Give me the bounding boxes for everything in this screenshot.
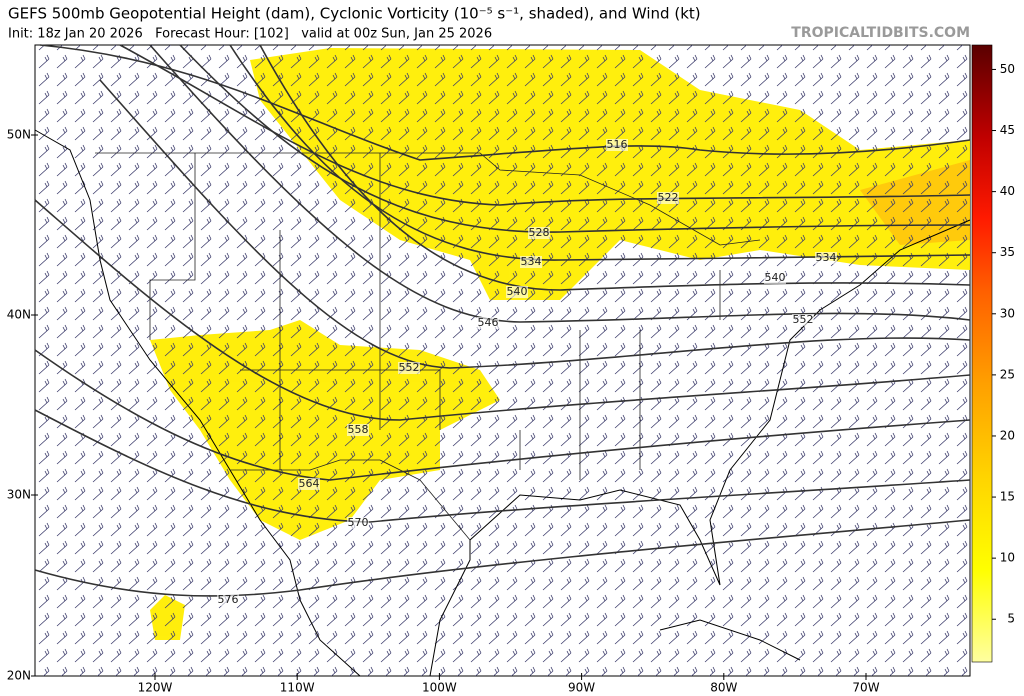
colorbar-label: 15 (1000, 490, 1015, 504)
contour-label-bg (764, 272, 786, 284)
colorbar-label: 30 (1000, 306, 1015, 320)
contour-label-bg (520, 256, 542, 268)
subtitle: Init: 18z Jan 20 2026 Forecast Hour: [10… (8, 27, 492, 42)
contour-label: 540 (765, 271, 786, 284)
longitude-label: 90W (568, 681, 595, 695)
contour-label-bg (477, 317, 499, 329)
colorbar-label: 50 (1000, 62, 1015, 76)
contour-label-bg (606, 139, 628, 151)
colorbar-label: 10 (1000, 551, 1015, 565)
contour-label-bg (347, 517, 369, 529)
colorbar-label: 35 (1000, 245, 1015, 259)
height-contours (34, 44, 971, 597)
contour-label: 522 (658, 191, 679, 204)
longitude-label: 80W (710, 681, 737, 695)
source: TROPICALTIDBITS.COM (791, 25, 970, 41)
contour-label: 534 (521, 255, 542, 268)
title: GEFS 500mb Geopotential Height (dam), Cy… (8, 5, 701, 23)
longitude-label: 70W (852, 681, 879, 695)
contour-label-bg (506, 286, 528, 298)
coastlines (34, 129, 971, 677)
longitude-label: 110W (280, 681, 315, 695)
latitude-label: 30N (7, 488, 31, 502)
contour-label-bg (792, 314, 814, 326)
colorbar-label: 25 (1000, 367, 1015, 381)
contour-label: 528 (529, 226, 550, 239)
colorbar-label: 20 (1000, 428, 1015, 442)
colorbar-label: 40 (1000, 184, 1015, 198)
contour-label: 540 (507, 285, 528, 298)
latitude-label: 20N (7, 669, 31, 683)
contour-label: 546 (478, 316, 499, 329)
contour-label: 558 (348, 423, 369, 436)
contour-label-bg (815, 252, 837, 264)
latitude-label: 40N (7, 308, 31, 322)
contour-label: 570 (348, 516, 369, 529)
contour-label: 552 (793, 313, 814, 326)
latitude-label: 50N (7, 128, 31, 142)
contour-label-bg (528, 227, 550, 239)
colorbar-label: 5 (1007, 612, 1015, 626)
contour-label-bg (657, 192, 679, 204)
contour-label: 576 (218, 593, 239, 606)
contour-label-bg (398, 362, 420, 374)
contour-label: 564 (299, 477, 320, 490)
contour-label-bg (217, 594, 239, 606)
longitude-label: 120W (138, 681, 173, 695)
wind-barbs (35, 45, 970, 676)
contour-label: 516 (607, 138, 628, 151)
map (34, 44, 971, 677)
longitude-label: 100W (422, 681, 457, 695)
colorbar-label: 45 (1000, 123, 1015, 137)
contour-label: 534 (816, 251, 837, 264)
contour-label-bg (298, 478, 320, 490)
colorbar (971, 44, 993, 663)
contour-label-bg (347, 424, 369, 436)
contour-label: 552 (399, 361, 420, 374)
